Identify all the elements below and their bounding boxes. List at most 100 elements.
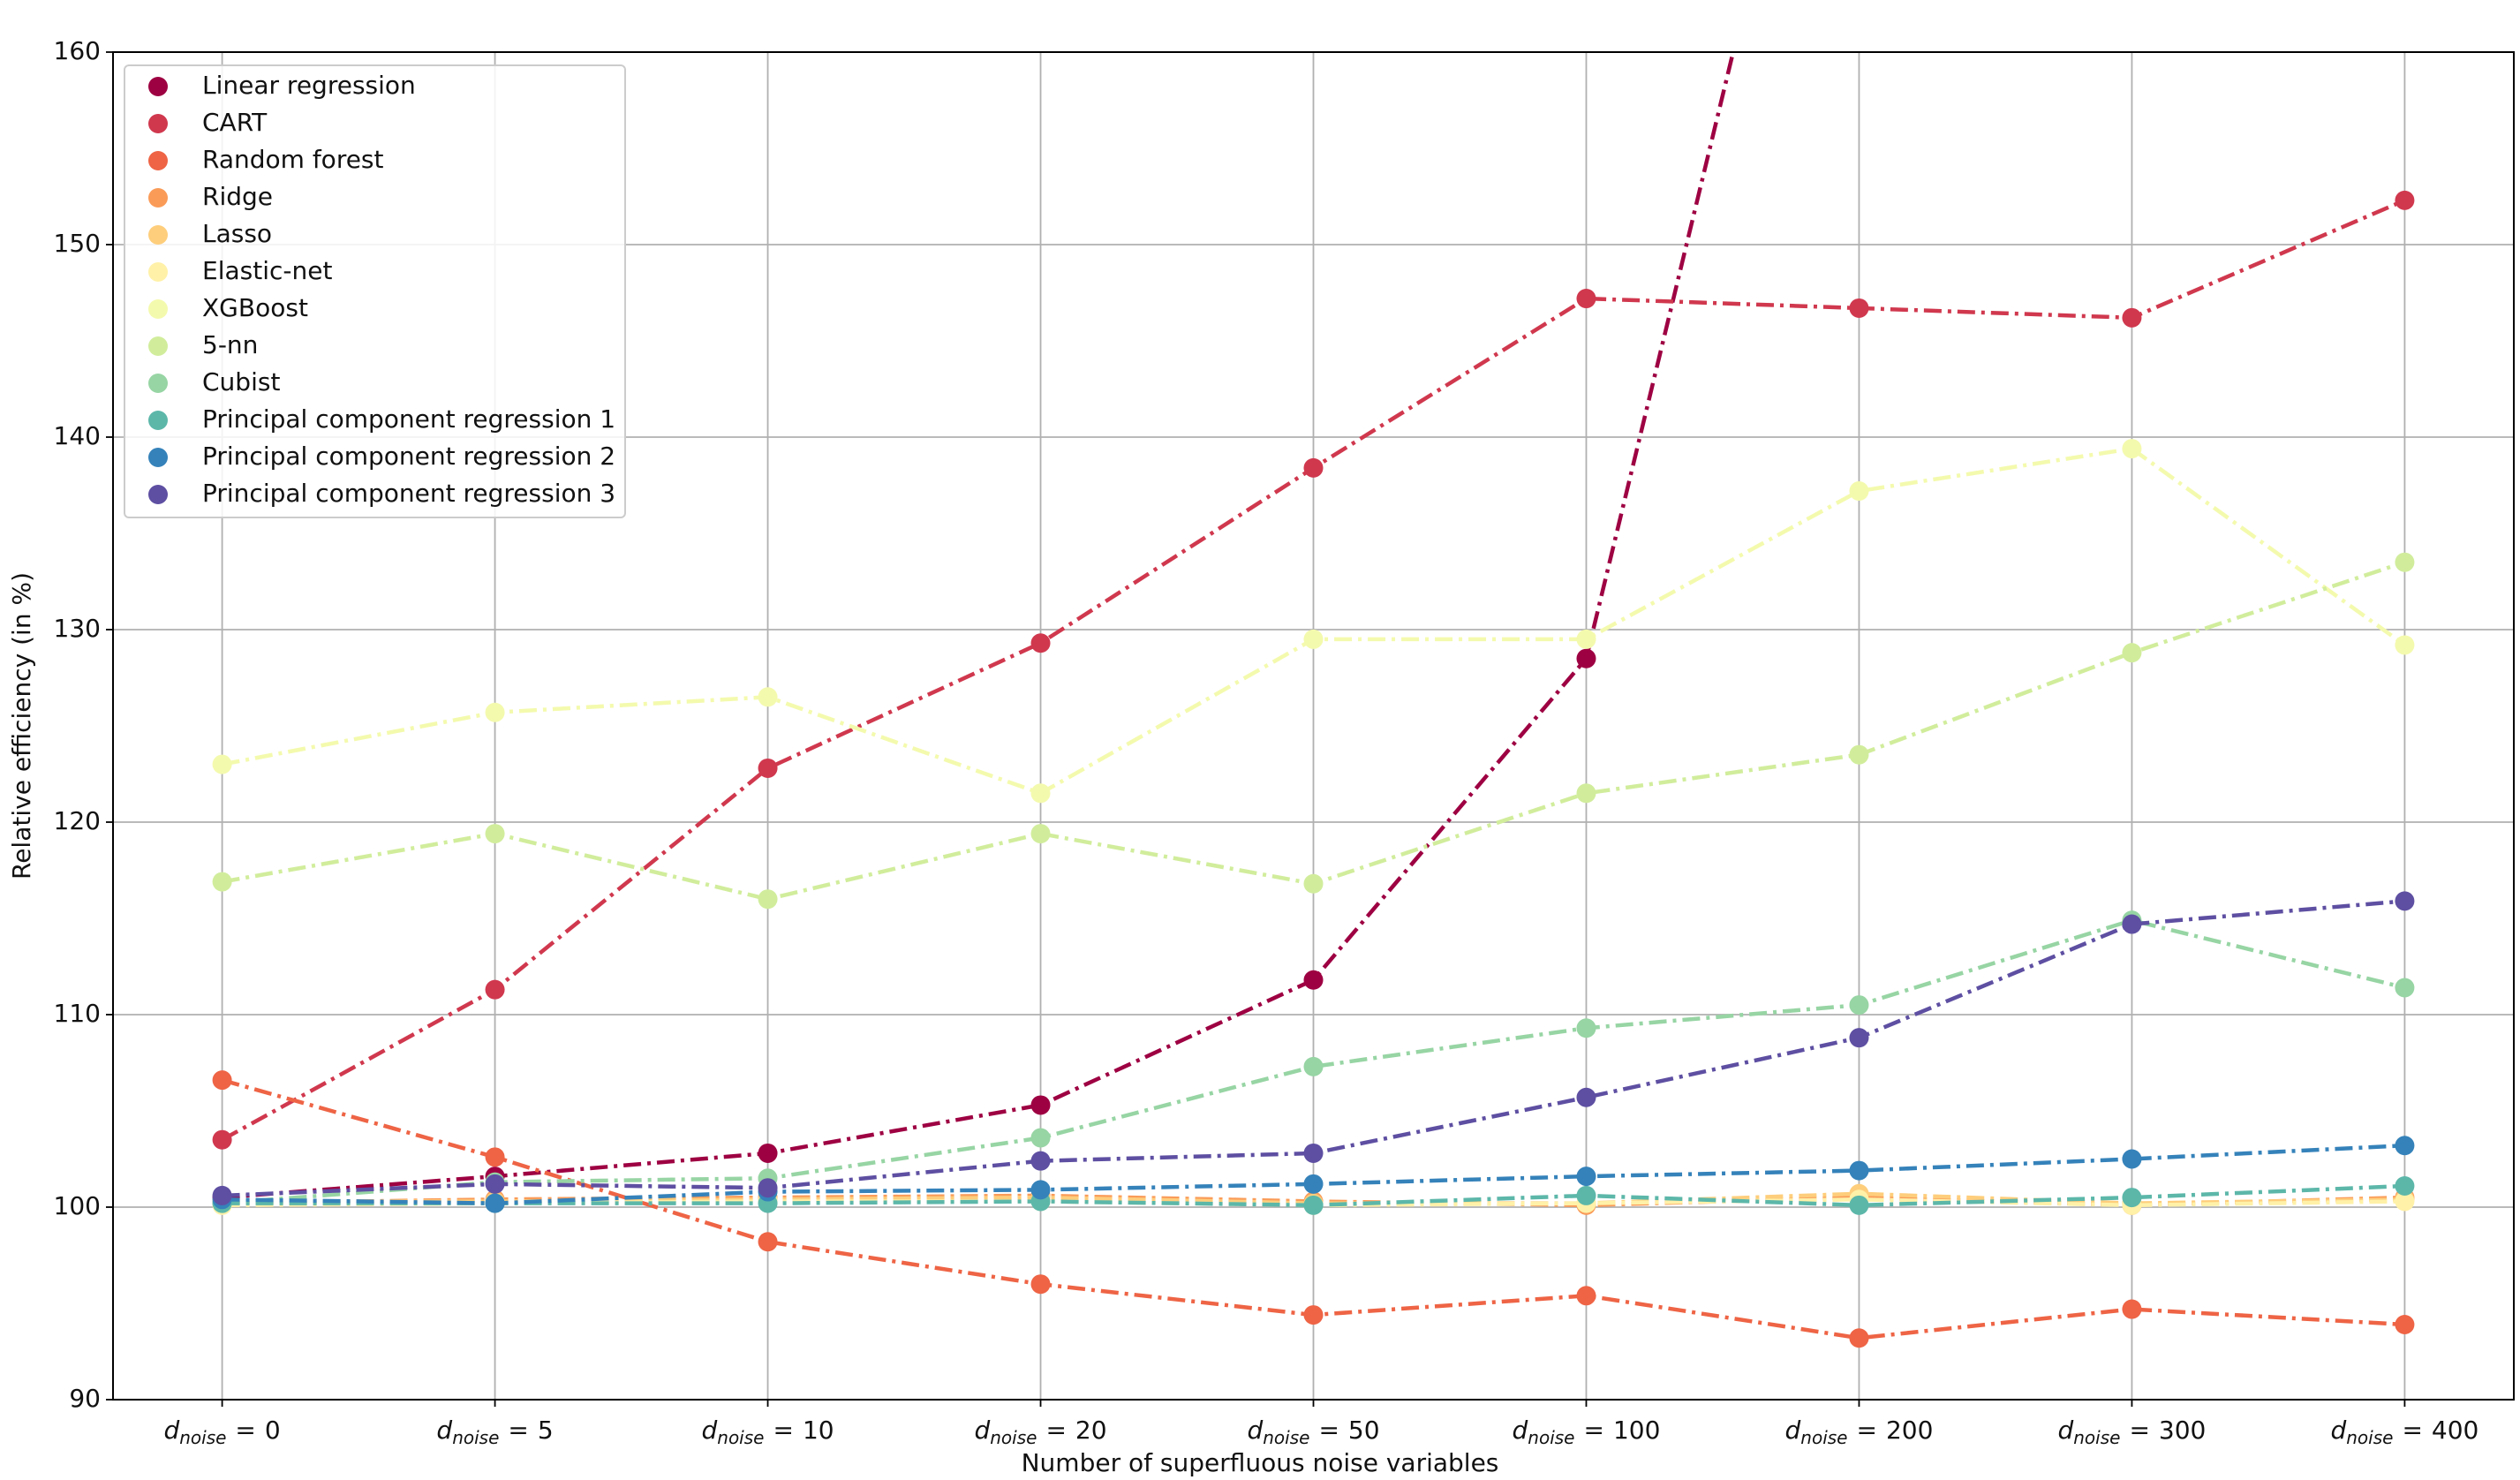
tick-value: 400 (2432, 1416, 2479, 1445)
data-point (758, 1178, 778, 1198)
data-point (1576, 629, 1596, 649)
data-point (2395, 190, 2415, 210)
x-tick-label: dnoise = 20 (974, 1416, 1106, 1448)
data-point (2122, 1188, 2142, 1208)
tick-prefix: d (974, 1416, 990, 1445)
legend-label: XGBoost (202, 293, 308, 322)
plot-frame (112, 51, 2515, 1401)
y-tick-label: 160 (54, 36, 101, 65)
tick-value: 10 (803, 1416, 834, 1445)
tick-prefix: d (2057, 1416, 2073, 1445)
data-point (212, 754, 232, 774)
data-point (758, 758, 778, 778)
tick-subscript: noise (1528, 1427, 1574, 1448)
tick-prefix: d (1785, 1416, 1801, 1445)
data-point (2395, 635, 2415, 655)
data-point (1303, 1305, 1324, 1325)
legend-marker (148, 151, 168, 170)
tick-value: 20 (1075, 1416, 1107, 1445)
plot-area (212, 52, 2415, 1348)
legend-label: Cubist (202, 367, 280, 396)
data-point (2122, 439, 2142, 459)
data-point (1849, 298, 1869, 318)
legend-marker (148, 299, 168, 319)
data-point (1303, 1056, 1324, 1076)
data-point (2395, 552, 2415, 572)
data-point (758, 1232, 778, 1252)
data-point (2395, 1176, 2415, 1197)
x-tick-label: dnoise = 400 (2330, 1416, 2479, 1448)
tick-subscript: noise (717, 1427, 764, 1448)
y-tick-label: 120 (54, 806, 101, 835)
data-point (1030, 633, 1051, 653)
legend-marker (148, 374, 168, 393)
data-point (485, 1147, 505, 1167)
data-point (1849, 744, 1869, 765)
tick-prefix: d (436, 1416, 452, 1445)
y-tick-label: 140 (54, 421, 101, 450)
data-point (1576, 1167, 1596, 1187)
legend-label: Elastic-net (202, 256, 332, 285)
data-point (1576, 1087, 1596, 1107)
legend-label: Random forest (202, 145, 384, 174)
data-point (212, 1129, 232, 1150)
data-point (1030, 1180, 1051, 1200)
data-point (1303, 629, 1324, 649)
data-point (1849, 1195, 1869, 1215)
legend: Linear regression CART Random forest Ridge L… (124, 64, 626, 518)
tick-prefix: d (701, 1416, 717, 1445)
data-point (1849, 1028, 1869, 1048)
tick-sep: = (1045, 1416, 1066, 1445)
legend-marker (148, 411, 168, 430)
data-point (2122, 307, 2142, 328)
data-point (1849, 481, 1869, 502)
x-tick-label: dnoise = 0 (163, 1416, 280, 1448)
tick-prefix: d (1513, 1416, 1528, 1445)
data-point (485, 1193, 505, 1213)
legend-label: Principal component regression 2 (202, 442, 615, 471)
data-point (758, 1143, 778, 1163)
data-point (1849, 1160, 1869, 1181)
tick-sep: = (2129, 1416, 2149, 1445)
tick-sep: = (508, 1416, 528, 1445)
data-point (485, 1174, 505, 1194)
legend-marker (148, 262, 168, 282)
data-point (1576, 1286, 1596, 1306)
x-tick-label: dnoise = 100 (1513, 1416, 1661, 1448)
data-point (1576, 648, 1596, 668)
data-point (485, 979, 505, 1000)
tick-value: 50 (1348, 1416, 1380, 1445)
series-line (222, 1143, 2405, 1205)
data-point (1303, 1195, 1324, 1215)
data-point (1303, 1174, 1324, 1194)
data-point (212, 1185, 232, 1205)
data-point (485, 702, 505, 722)
tick-value: 0 (265, 1416, 281, 1445)
y-tick-label: 90 (69, 1384, 101, 1413)
data-point (1303, 873, 1324, 894)
legend-marker (148, 225, 168, 245)
data-point (2122, 643, 2142, 663)
legend-label: Principal component regression 3 (202, 479, 615, 508)
y-tick-label: 130 (54, 614, 101, 643)
data-point (1030, 1095, 1051, 1115)
data-point (1030, 1274, 1051, 1295)
x-axis-label: Number of superfluous noise variables (1022, 1448, 1499, 1477)
data-point (2395, 978, 2415, 998)
legend-marker (148, 336, 168, 356)
tick-subscript: noise (2346, 1427, 2393, 1448)
x-tick-label: dnoise = 10 (701, 1416, 834, 1448)
legend-label: CART (202, 108, 268, 137)
data-point (1030, 1128, 1051, 1148)
series-line (222, 899, 2405, 1198)
legend-marker (148, 448, 168, 467)
data-point (1849, 995, 1869, 1016)
data-point (1576, 783, 1596, 804)
tick-sep: = (2402, 1416, 2422, 1445)
tick-subscript: noise (2073, 1427, 2120, 1448)
tick-sep: = (235, 1416, 255, 1445)
legend-marker (148, 114, 168, 133)
y-axis-label: Relative efficiency (in %) (7, 572, 36, 880)
legend-label: Principal component regression 1 (202, 404, 615, 434)
